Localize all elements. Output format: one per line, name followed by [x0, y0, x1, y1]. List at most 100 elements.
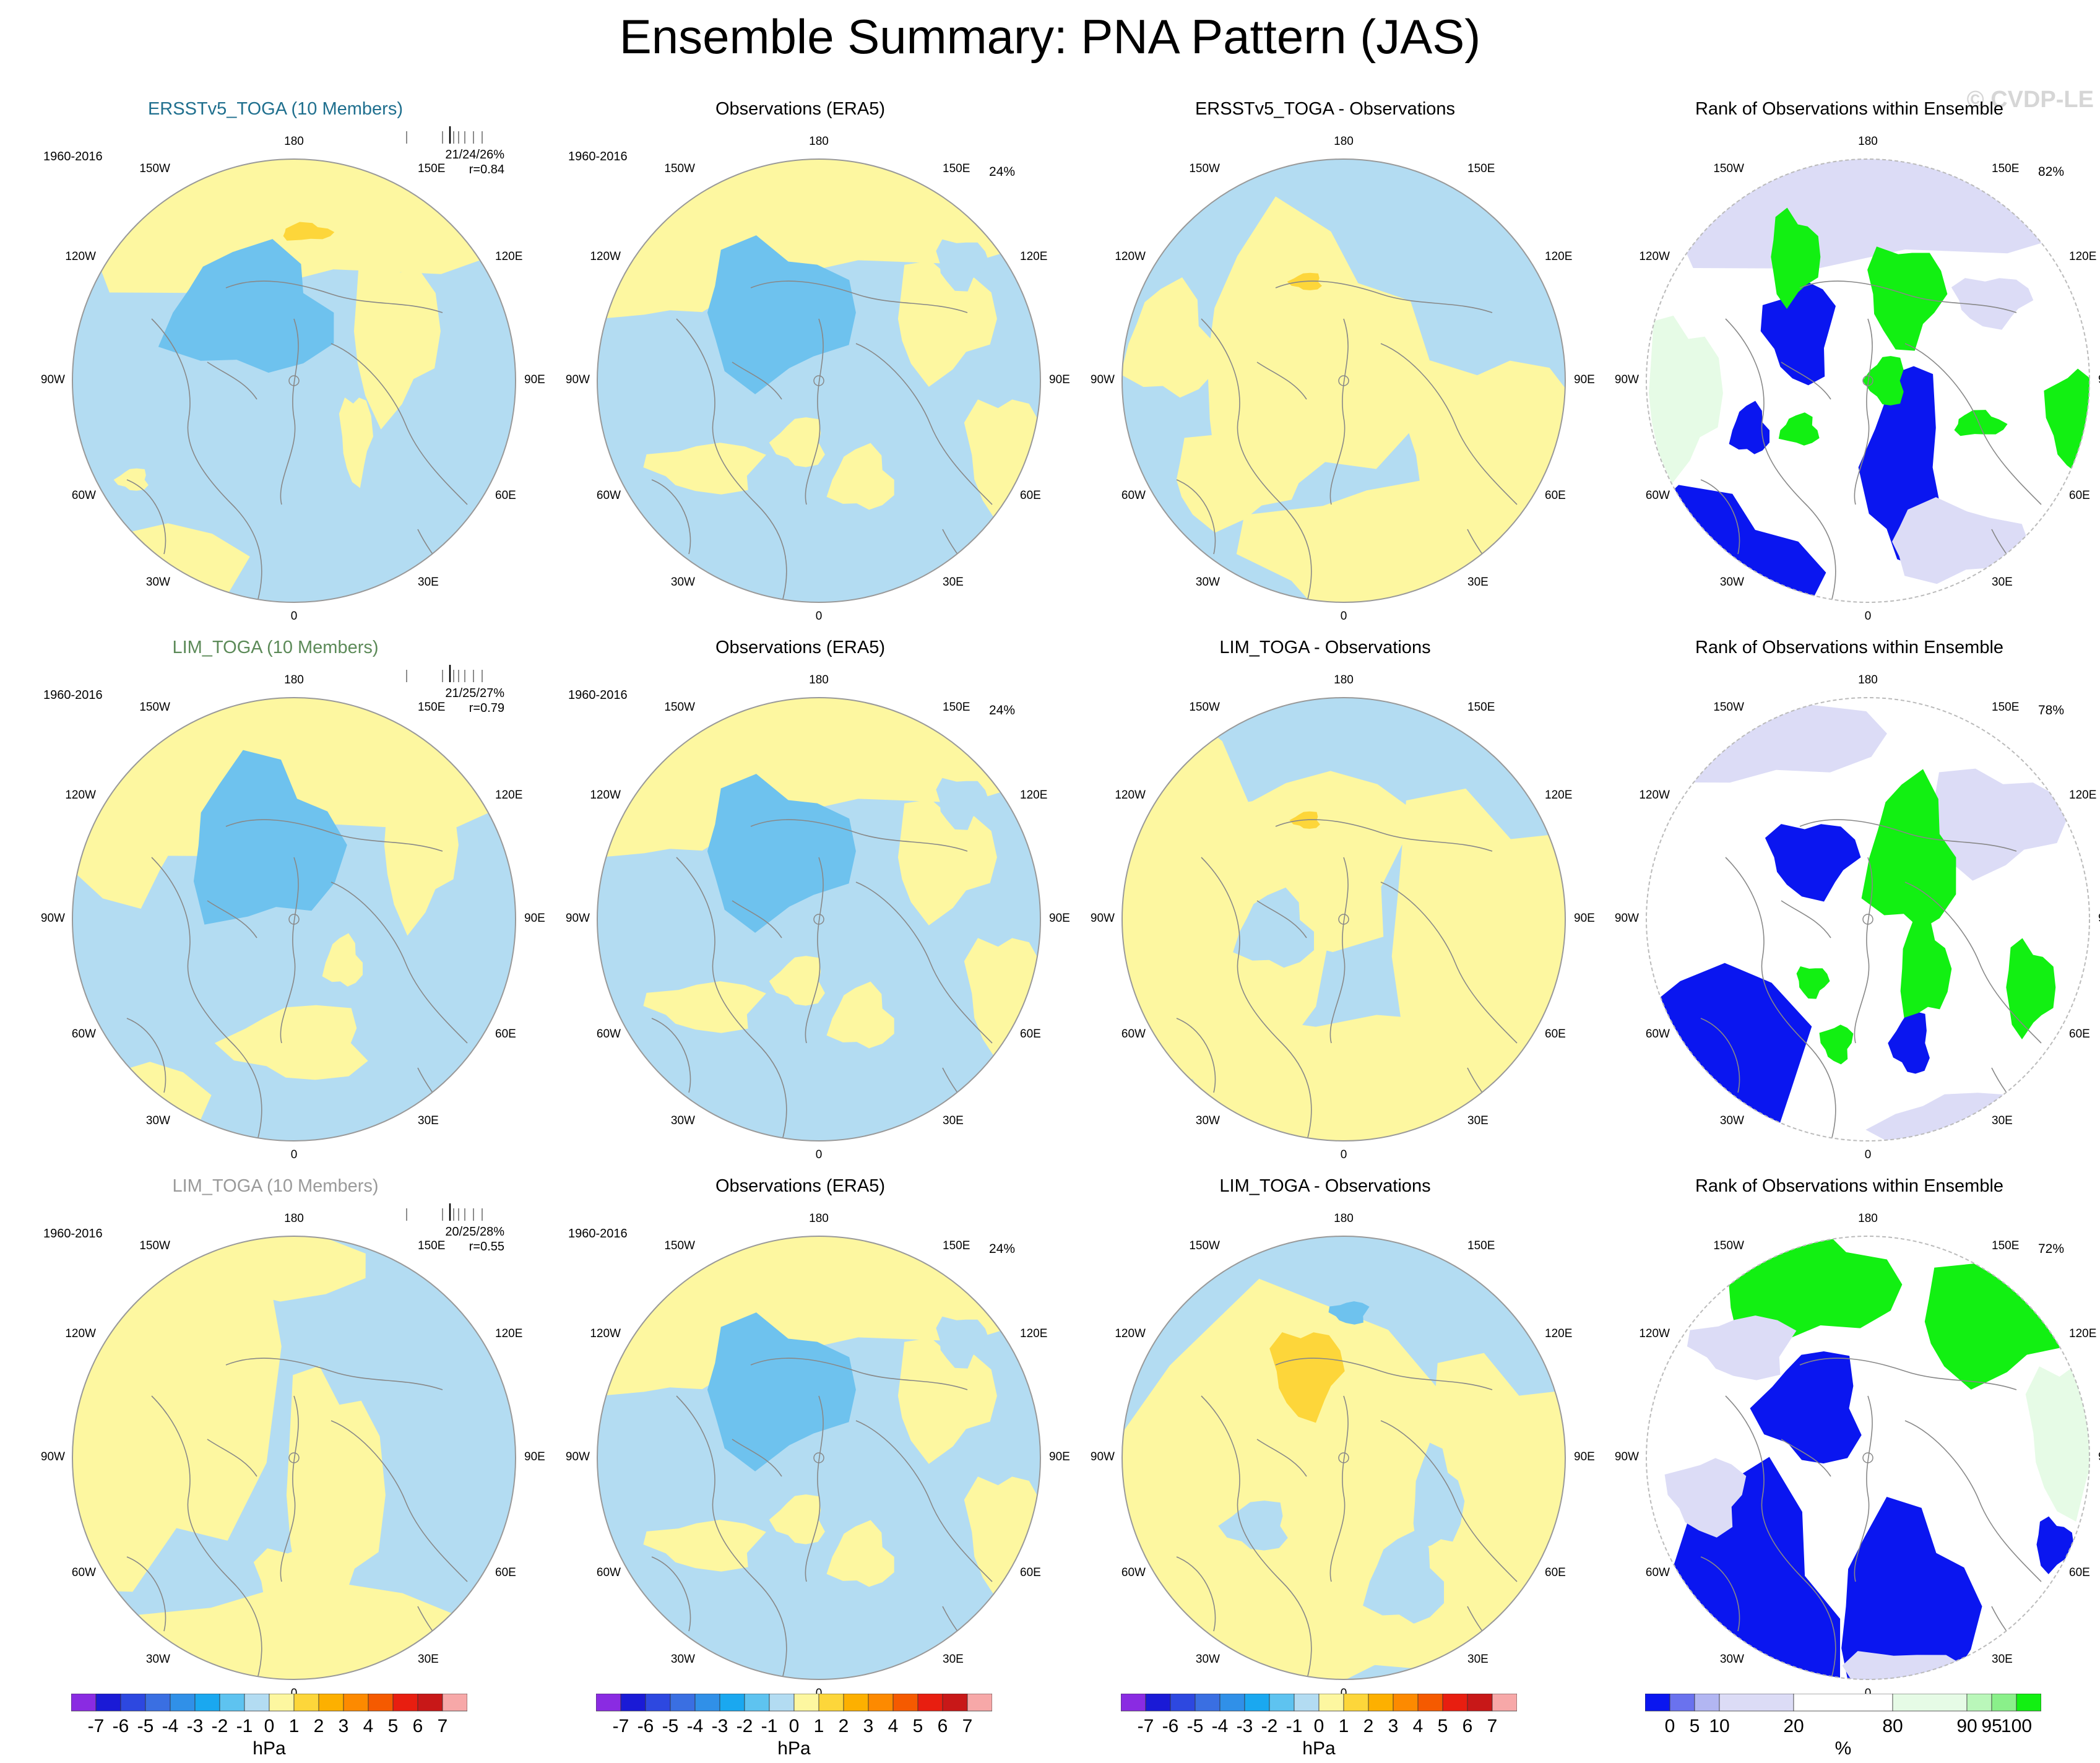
- panel-ensemble-row3: LIM_TOGA (10 Members) 1960-2016 20/25/28% r…: [28, 1176, 545, 1715]
- colorbar-tick-label: 0: [789, 1716, 800, 1736]
- field-region: [1841, 1497, 1982, 1679]
- colorbar-tick-label: -3: [712, 1716, 728, 1736]
- colorbar-tick-label: 20: [1783, 1716, 1804, 1736]
- colorbar-tick-label: 6: [938, 1716, 948, 1736]
- polar-map: [597, 158, 1041, 603]
- lon-label-60w: 60W: [71, 489, 96, 502]
- variance-stats: 21/25/27%: [445, 687, 504, 700]
- colorbar-swatch: [620, 1694, 646, 1712]
- field-region: [1363, 1530, 1444, 1624]
- field-region: [643, 981, 766, 1033]
- lon-label-90e: 90E: [524, 1450, 545, 1463]
- colorbar-swatch: [1694, 1694, 1720, 1712]
- lon-label-30e: 30E: [418, 1114, 439, 1127]
- colorbar-swatch: [71, 1694, 97, 1712]
- lon-label-90e: 90E: [1049, 912, 1070, 925]
- lon-label-150e: 150E: [418, 162, 446, 175]
- lon-label-90e: 90E: [2098, 373, 2100, 387]
- colorbar-swatch: [120, 1694, 146, 1712]
- colorbar-tick-label: 6: [1463, 1716, 1473, 1736]
- period-label: 1960-2016: [568, 688, 628, 702]
- panel-title: ERSSTv5_TOGA (10 Members): [147, 99, 404, 119]
- lon-label-60w: 60W: [71, 1566, 96, 1579]
- field-region: [1778, 412, 1820, 446]
- lon-label-60w: 60W: [1645, 1566, 1670, 1579]
- colorbar-tick-label: 2: [314, 1716, 324, 1736]
- colorbar-tick-label: 2: [1363, 1716, 1374, 1736]
- colorbar-swatch: [194, 1694, 220, 1712]
- lon-label-150e: 150E: [1467, 1239, 1495, 1252]
- colorbar-swatch: [1195, 1694, 1221, 1712]
- lon-label-0: 0: [1340, 1148, 1347, 1161]
- lon-label-120w: 120W: [1115, 789, 1146, 802]
- lon-label-150e: 150E: [418, 1239, 446, 1252]
- lon-label-30w: 30W: [1195, 1653, 1220, 1666]
- field-region: [2006, 938, 2056, 1039]
- colorbar-swatch: [1368, 1694, 1394, 1712]
- colorbar-tick-label: -5: [1187, 1716, 1204, 1736]
- colorbar-tick-label: 4: [363, 1716, 374, 1736]
- lon-label-30e: 30E: [943, 1653, 964, 1666]
- lon-label-120w: 120W: [1639, 789, 1670, 802]
- colorbar-unit: hPa: [1302, 1738, 1336, 1759]
- colorbar-swatch: [719, 1694, 745, 1712]
- lon-label-90w: 90W: [1090, 912, 1115, 925]
- lon-label-150e: 150E: [943, 701, 970, 714]
- colorbar-swatch: [670, 1694, 696, 1712]
- colorbar-swatch: [645, 1694, 671, 1712]
- field-region: [1426, 1353, 1565, 1661]
- lon-label-0: 0: [815, 1148, 823, 1161]
- lon-label-0: 0: [290, 1687, 298, 1700]
- field-region: [72, 1236, 282, 1592]
- colorbar-swatch: [145, 1694, 171, 1712]
- colorbar-tick-label: 4: [888, 1716, 899, 1736]
- colorbar-tick-label: -2: [212, 1716, 228, 1736]
- lon-label-0: 0: [1864, 1148, 1872, 1161]
- lon-label-120w: 120W: [590, 1327, 621, 1340]
- colorbar-tick-label: 7: [438, 1716, 448, 1736]
- lon-label-90w: 90W: [1090, 373, 1115, 386]
- colorbar-tick-label: 7: [962, 1716, 973, 1736]
- variance-stats: 20/25/28%: [445, 1225, 504, 1239]
- lon-label-120w: 120W: [65, 250, 96, 263]
- lon-label-150e: 150E: [1992, 1239, 2020, 1252]
- field-region: [1122, 277, 1216, 398]
- lon-label-120w: 120W: [1639, 1327, 1670, 1340]
- field-region: [936, 778, 990, 830]
- lon-label-30e: 30E: [1467, 1114, 1489, 1127]
- lon-label-90w: 90W: [40, 1450, 65, 1463]
- lon-label-30w: 30W: [1719, 1653, 1744, 1666]
- colorbar-tick-label: -7: [88, 1716, 105, 1736]
- ensemble-stats: 21/24/26% r=0.84: [399, 147, 504, 177]
- colorbar-tick-label: 5: [1438, 1716, 1448, 1736]
- colorbar-tick-label: -5: [137, 1716, 154, 1736]
- lon-label-120e: 120E: [2069, 250, 2097, 263]
- lon-label-120e: 120E: [1020, 1327, 1048, 1340]
- field-region: [136, 1236, 366, 1302]
- field-region: [1750, 1351, 1862, 1464]
- field-region: [826, 981, 894, 1049]
- lon-label-120w: 120W: [1115, 1327, 1146, 1340]
- percent-label: 72%: [2038, 1242, 2065, 1256]
- lon-label-150w: 150W: [664, 1239, 695, 1252]
- field-region: [1233, 887, 1314, 968]
- field-region: [1771, 207, 1821, 309]
- lon-label-180: 180: [809, 135, 829, 148]
- lon-label-150e: 150E: [1992, 701, 2020, 714]
- lon-label-120e: 120E: [2069, 1327, 2097, 1340]
- globe-container: [596, 1235, 1042, 1681]
- lon-label-180: 180: [284, 1212, 304, 1225]
- panel-obs-row2: Observations (ERA5) 1960-2016 24% 180 0 150W 1…: [553, 638, 1070, 1176]
- field-region: [1218, 1501, 1288, 1551]
- lon-label-90e: 90E: [2098, 1450, 2100, 1464]
- lon-label-60e: 60E: [1020, 1028, 1041, 1041]
- colorbar-tick-label: 80: [1882, 1716, 1903, 1736]
- colorbar-swatch: [942, 1694, 968, 1712]
- lon-label-30e: 30E: [943, 1114, 964, 1127]
- lon-label-120e: 120E: [1545, 1327, 1573, 1340]
- lon-label-120w: 120W: [65, 1327, 96, 1340]
- lon-label-180: 180: [284, 135, 304, 148]
- field-region: [1413, 1442, 1465, 1551]
- colorbar-swatch: [343, 1694, 369, 1712]
- panel-title: Observations (ERA5): [715, 1176, 885, 1196]
